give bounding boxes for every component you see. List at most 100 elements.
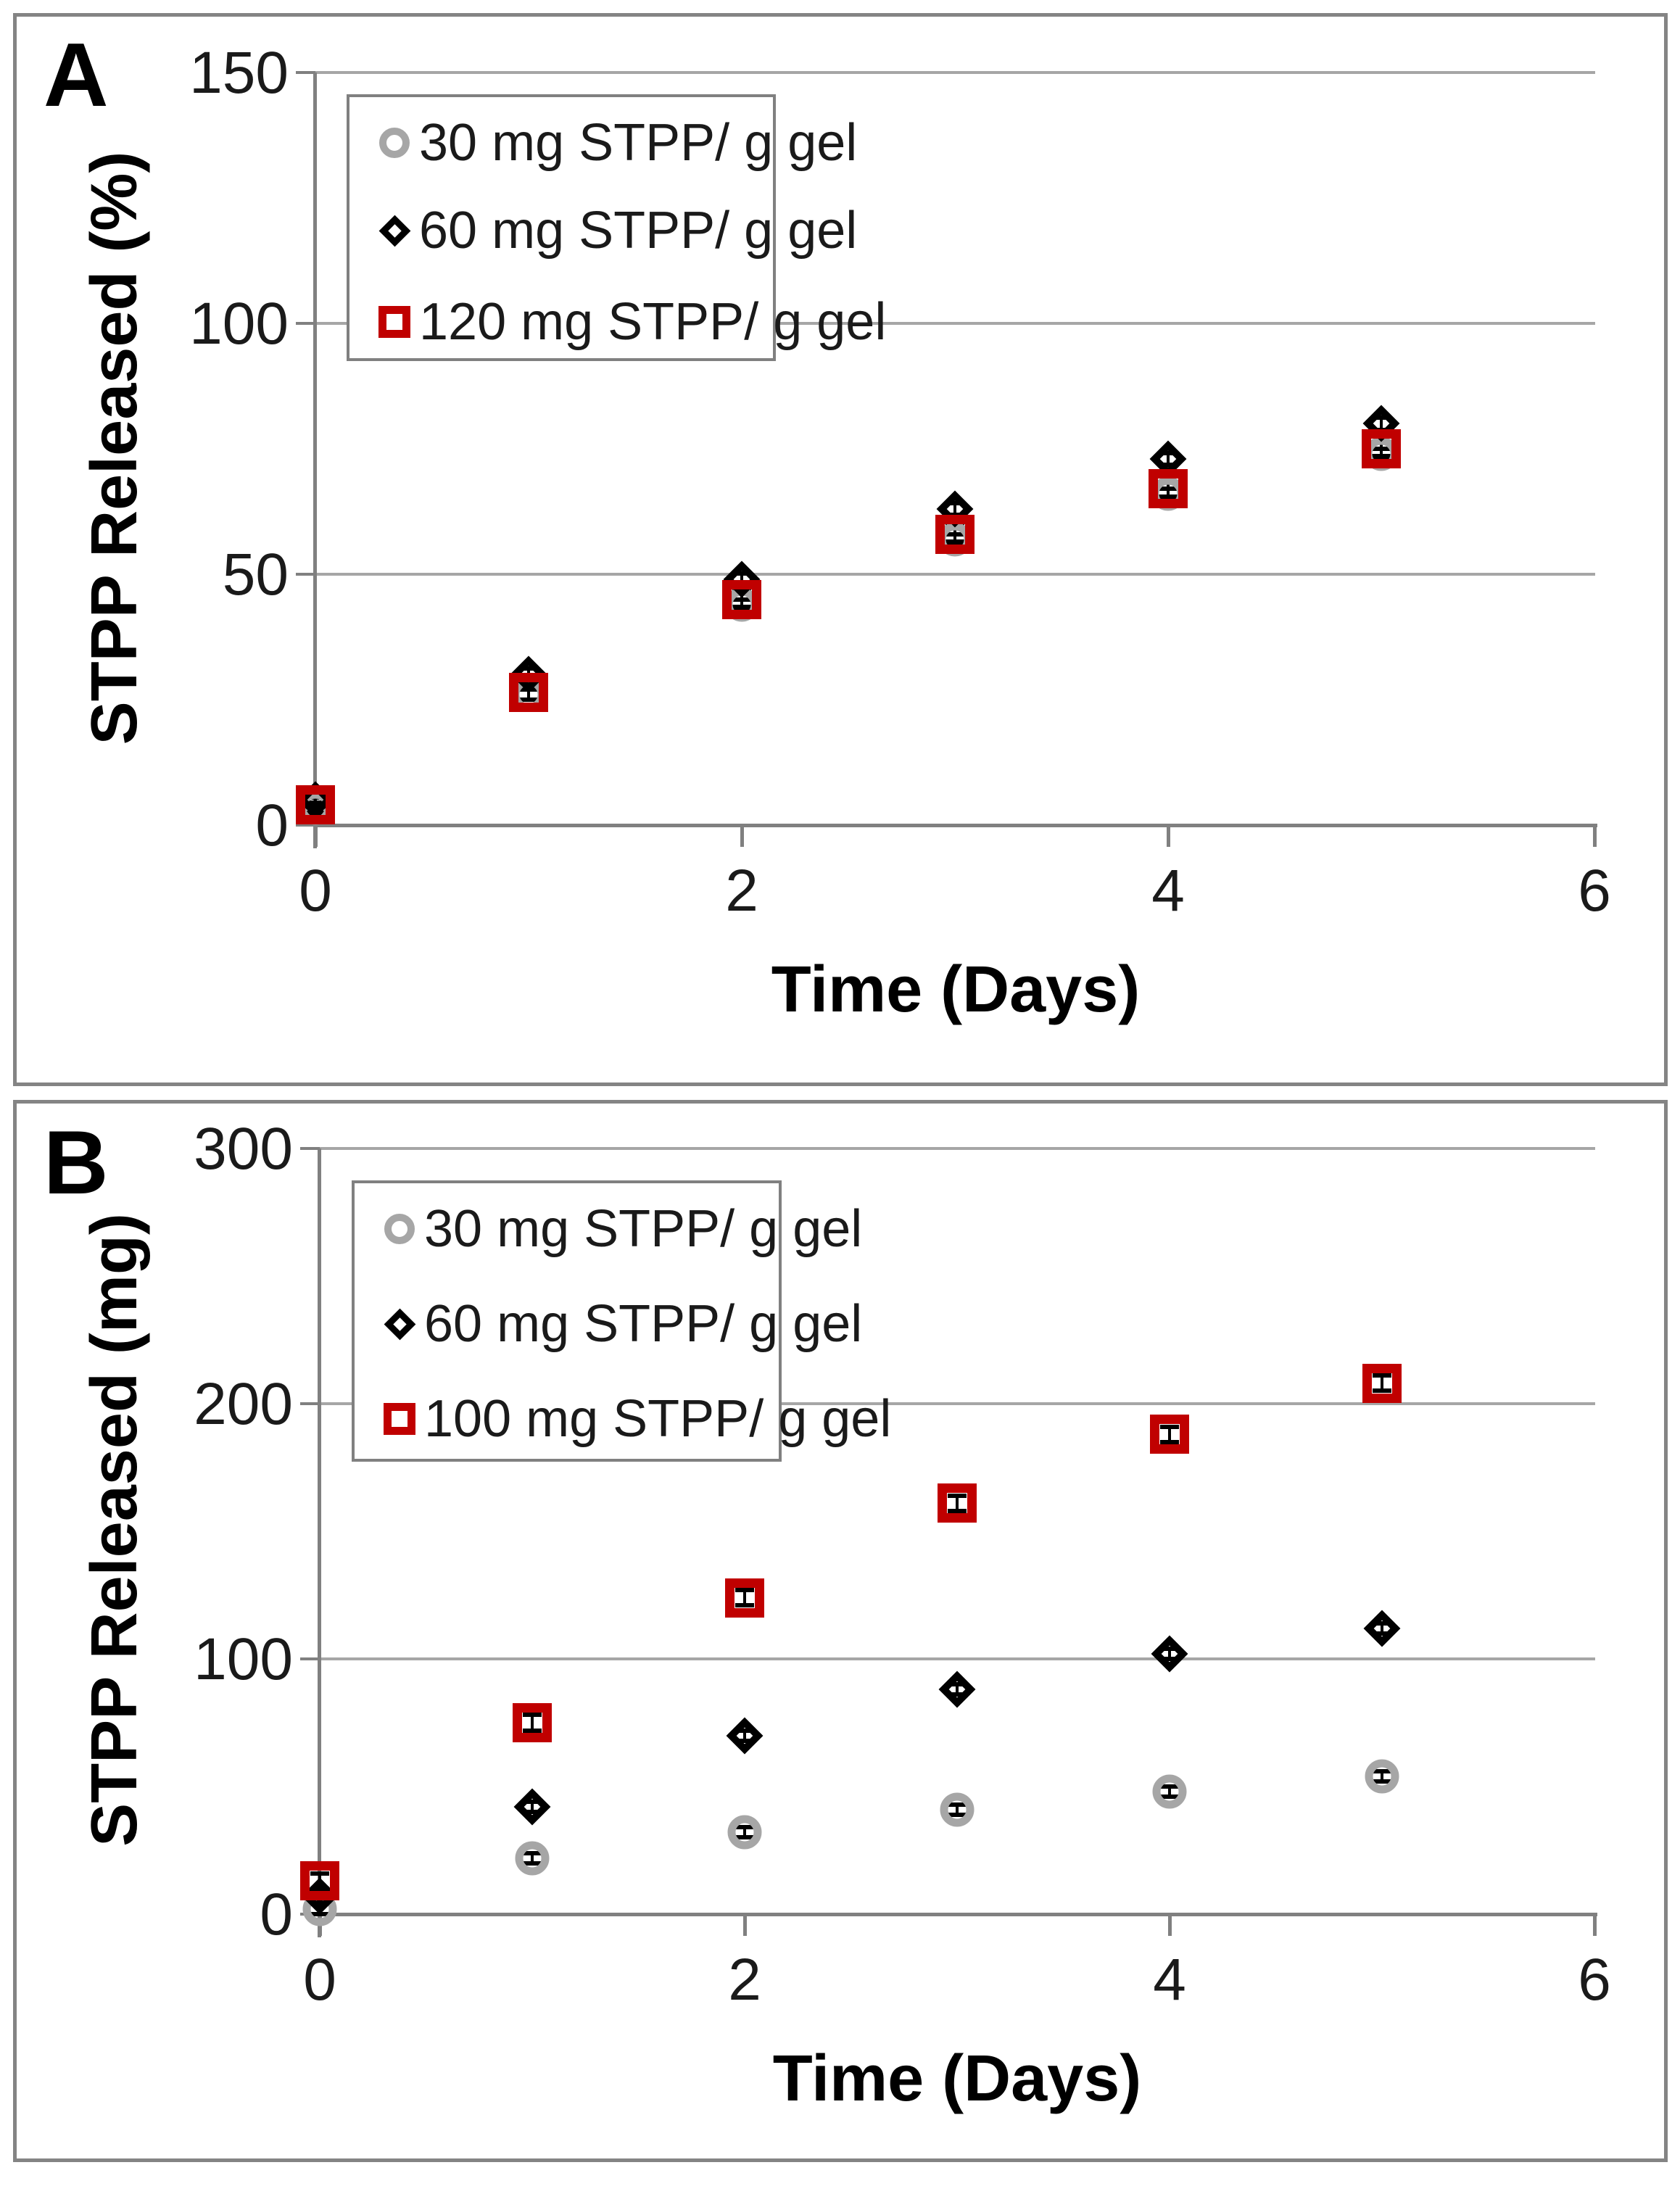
panel-b-errcap-bottom-diamond-day1 xyxy=(523,1810,542,1815)
panel-b-errbar-diamond-day1 xyxy=(531,1802,534,1813)
panel-a-letter: A xyxy=(44,25,109,125)
panel-a-x-tick-0 xyxy=(314,827,318,847)
panel-b-y-tick-label-200: 200 xyxy=(194,1371,293,1437)
panel-b-errcap-top-square-day4 xyxy=(1160,1424,1179,1429)
panel-a-legend-diamond-marker-icon xyxy=(370,215,419,247)
circle-icon xyxy=(379,128,410,158)
panel-a-point-square-day0 xyxy=(296,785,335,825)
panel-a-y-axis-title: STPP Released (%) xyxy=(78,151,151,745)
panel-b-x-axis-title: Time (Days) xyxy=(772,2042,1142,2115)
panel-a-y-tick-50 xyxy=(296,573,315,576)
panel-a-point-square-day5 xyxy=(1362,429,1401,468)
panel-b-errbar-diamond-day3 xyxy=(956,1684,959,1695)
panel-a-y-tick-0 xyxy=(296,824,315,827)
diamond-icon xyxy=(378,215,410,247)
panel-a-point-square-day3 xyxy=(935,514,975,554)
panel-b-legend-row-1: 60 mg STPP/ g gel xyxy=(375,1296,862,1351)
panel-a-y-tick-150 xyxy=(296,71,315,74)
panel-a-x-tick-label-0: 0 xyxy=(299,858,332,924)
panel-a-gridline-150 xyxy=(315,71,1595,74)
panel-b-x-tick-label-6: 6 xyxy=(1578,1947,1611,2013)
circle-icon xyxy=(384,1214,415,1244)
panel-b-errcap-top-diamond-day2 xyxy=(735,1728,754,1733)
panel-b-x-tick-label-0: 0 xyxy=(303,1947,336,2013)
panel-b-errcap-bottom-diamond-day3 xyxy=(948,1692,967,1697)
panel-b-errbar-diamond-day4 xyxy=(1168,1648,1171,1659)
panel-a-frame xyxy=(13,13,1668,1086)
panel-a-errbar-diamond-day3 xyxy=(953,502,956,516)
panel-a-y-axis xyxy=(313,73,317,848)
panel-a-point-square-day2 xyxy=(722,579,761,619)
panel-a-errcap-top-diamond-day5 xyxy=(1372,415,1391,421)
panel-b-point-square-day1 xyxy=(513,1703,552,1742)
panel-b-x-tick-label-4: 4 xyxy=(1153,1947,1186,2013)
panel-a-errcap-top-diamond-day2 xyxy=(732,571,751,576)
square-icon xyxy=(378,306,410,338)
panel-a-errcap-top-diamond-day1 xyxy=(519,666,538,671)
panel-b-point-square-day4 xyxy=(1150,1415,1189,1454)
panel-b-errcap-bottom-square-day0 xyxy=(310,1886,329,1891)
panel-b-point-square-day0 xyxy=(300,1861,339,1901)
panel-b-errcap-top-square-day3 xyxy=(948,1493,967,1498)
diamond-icon xyxy=(384,1308,415,1340)
panel-a-point-square-day1 xyxy=(509,672,548,712)
panel-b-y-tick-label-100: 100 xyxy=(194,1626,293,1692)
panel-b-errbar-square-day0 xyxy=(318,1873,321,1889)
panel-a-legend: 30 mg STPP/ g gel 60 mg STPP/ g gel 120 mg… xyxy=(347,94,886,361)
panel-b-errcap-top-square-day2 xyxy=(735,1587,754,1592)
panel-b-x-tick-4 xyxy=(1168,1916,1172,1936)
panel-a-y-tick-label-100: 100 xyxy=(189,291,289,357)
panel-a-legend-row-1: 60 mg STPP/ g gel xyxy=(370,203,857,258)
panel-b-point-circle-day1 xyxy=(515,1841,550,1876)
panel-b-point-square-day5 xyxy=(1362,1363,1402,1403)
panel-a-errcap-top-diamond-day3 xyxy=(945,500,964,505)
panel-a-legend-label-0: 30 mg STPP/ g gel xyxy=(419,114,858,172)
panel-b-errcap-top-diamond-day5 xyxy=(1373,1620,1391,1626)
panel-b-legend-square-marker-icon xyxy=(375,1403,424,1435)
panel-b-errcap-bottom-diamond-day5 xyxy=(1373,1631,1391,1636)
panel-b-legend-diamond-marker-icon xyxy=(375,1308,424,1340)
panel-b-legend-row-0: 30 mg STPP/ g gel xyxy=(375,1201,862,1257)
panel-b-y-tick-200 xyxy=(300,1402,320,1405)
panel-b-errcap-bottom-square-day2 xyxy=(735,1603,754,1608)
panel-a-errcap-bottom-diamond-day4 xyxy=(1159,463,1178,468)
panel-b-errcap-bottom-square-day4 xyxy=(1160,1439,1179,1444)
panel-b-y-tick-label-300: 300 xyxy=(194,1116,293,1182)
panel-b-y-tick-label-0: 0 xyxy=(260,1882,293,1947)
panel-b-point-square-day3 xyxy=(938,1483,977,1523)
panel-a-y-tick-label-50: 50 xyxy=(222,542,289,608)
panel-b-x-axis xyxy=(318,1913,1597,1916)
panel-a-y-tick-label-0: 0 xyxy=(255,792,289,858)
panel-b-errcap-top-diamond-day1 xyxy=(523,1800,542,1805)
panel-b-point-circle-day5 xyxy=(1365,1759,1399,1794)
panel-b-legend-circle-marker-icon xyxy=(375,1214,424,1244)
panel-b-legend-label-1: 60 mg STPP/ g gel xyxy=(424,1295,863,1353)
panel-b-point-circle-day3 xyxy=(940,1792,975,1827)
square-icon xyxy=(384,1403,415,1435)
panel-a-errbar-diamond-day2 xyxy=(740,573,743,586)
panel-b-x-tick-2 xyxy=(743,1916,747,1936)
panel-a-legend-row-2: 120 mg STPP/ g gel xyxy=(370,294,886,349)
panel-b-errbar-square-day4 xyxy=(1168,1426,1171,1442)
panel-b-point-square-day2 xyxy=(725,1578,764,1618)
panel-a-y-tick-100 xyxy=(296,322,315,325)
panel-b-gridline-200 xyxy=(320,1402,1595,1405)
panel-b-x-tick-6 xyxy=(1593,1916,1597,1936)
panel-a-x-tick-6 xyxy=(1593,827,1597,847)
panel-b-gridline-100 xyxy=(320,1657,1595,1660)
panel-b-errbar-square-day3 xyxy=(956,1495,959,1511)
panel-a-legend-label-2: 120 mg STPP/ g gel xyxy=(419,293,887,351)
panel-b-errcap-bottom-square-day5 xyxy=(1373,1388,1391,1394)
panel-a-x-tick-label-2: 2 xyxy=(725,858,758,924)
panel-a-x-tick-label-4: 4 xyxy=(1151,858,1185,924)
panel-b-errcap-bottom-square-day1 xyxy=(523,1728,542,1733)
panel-a-x-axis xyxy=(313,824,1597,827)
panel-a-legend-circle-marker-icon xyxy=(370,128,419,158)
panel-b-point-circle-day4 xyxy=(1152,1774,1187,1809)
panel-a-gridline-100 xyxy=(315,322,1595,325)
panel-a-gridline-50 xyxy=(315,573,1595,576)
panel-b-errcap-bottom-square-day3 xyxy=(948,1508,967,1513)
panel-a-y-tick-label-150: 150 xyxy=(189,40,289,106)
panel-a-x-tick-2 xyxy=(740,827,744,847)
